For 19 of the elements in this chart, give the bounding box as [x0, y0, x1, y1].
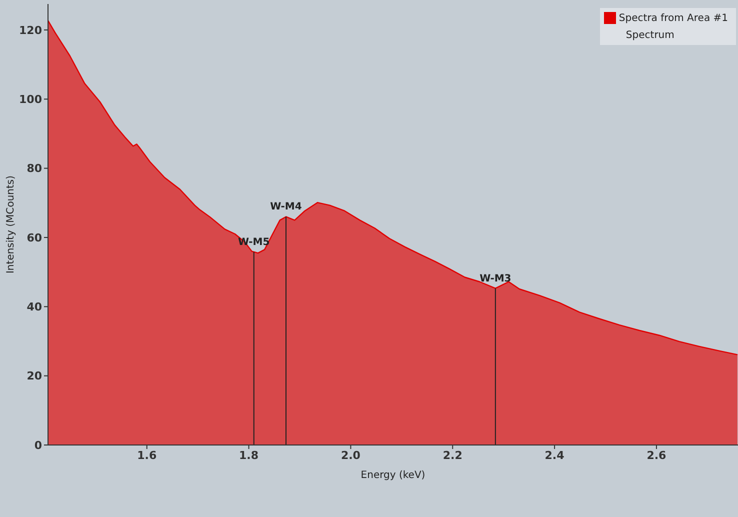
y-tick-label: 60 [26, 231, 42, 244]
x-tick-label: 2.2 [442, 448, 462, 462]
x-tick-label: 2.4 [544, 448, 565, 462]
y-tick-label: 0 [34, 438, 42, 452]
y-axis-title: Intensity (MCounts) [6, 175, 17, 274]
y-tick-label: 120 [19, 24, 42, 37]
x-axis-title: Energy (keV) [360, 470, 426, 481]
ref-line-label: W-M4 [270, 202, 302, 213]
x-tick-label: 2.0 [340, 448, 361, 462]
y-tick-label: 40 [26, 300, 42, 314]
y-tick-label: 100 [19, 93, 42, 106]
y-tick-label: 20 [26, 370, 42, 383]
y-tick-label: 80 [26, 162, 42, 176]
x-tick-label: 1.8 [239, 448, 259, 462]
x-tick-label: 1.6 [137, 448, 157, 462]
legend-label: Spectra from Area #1 [618, 12, 728, 24]
ref-line-label: W-M3 [480, 273, 512, 284]
legend-title: Spectrum [624, 30, 676, 41]
x-tick-label: 2.6 [646, 448, 667, 462]
